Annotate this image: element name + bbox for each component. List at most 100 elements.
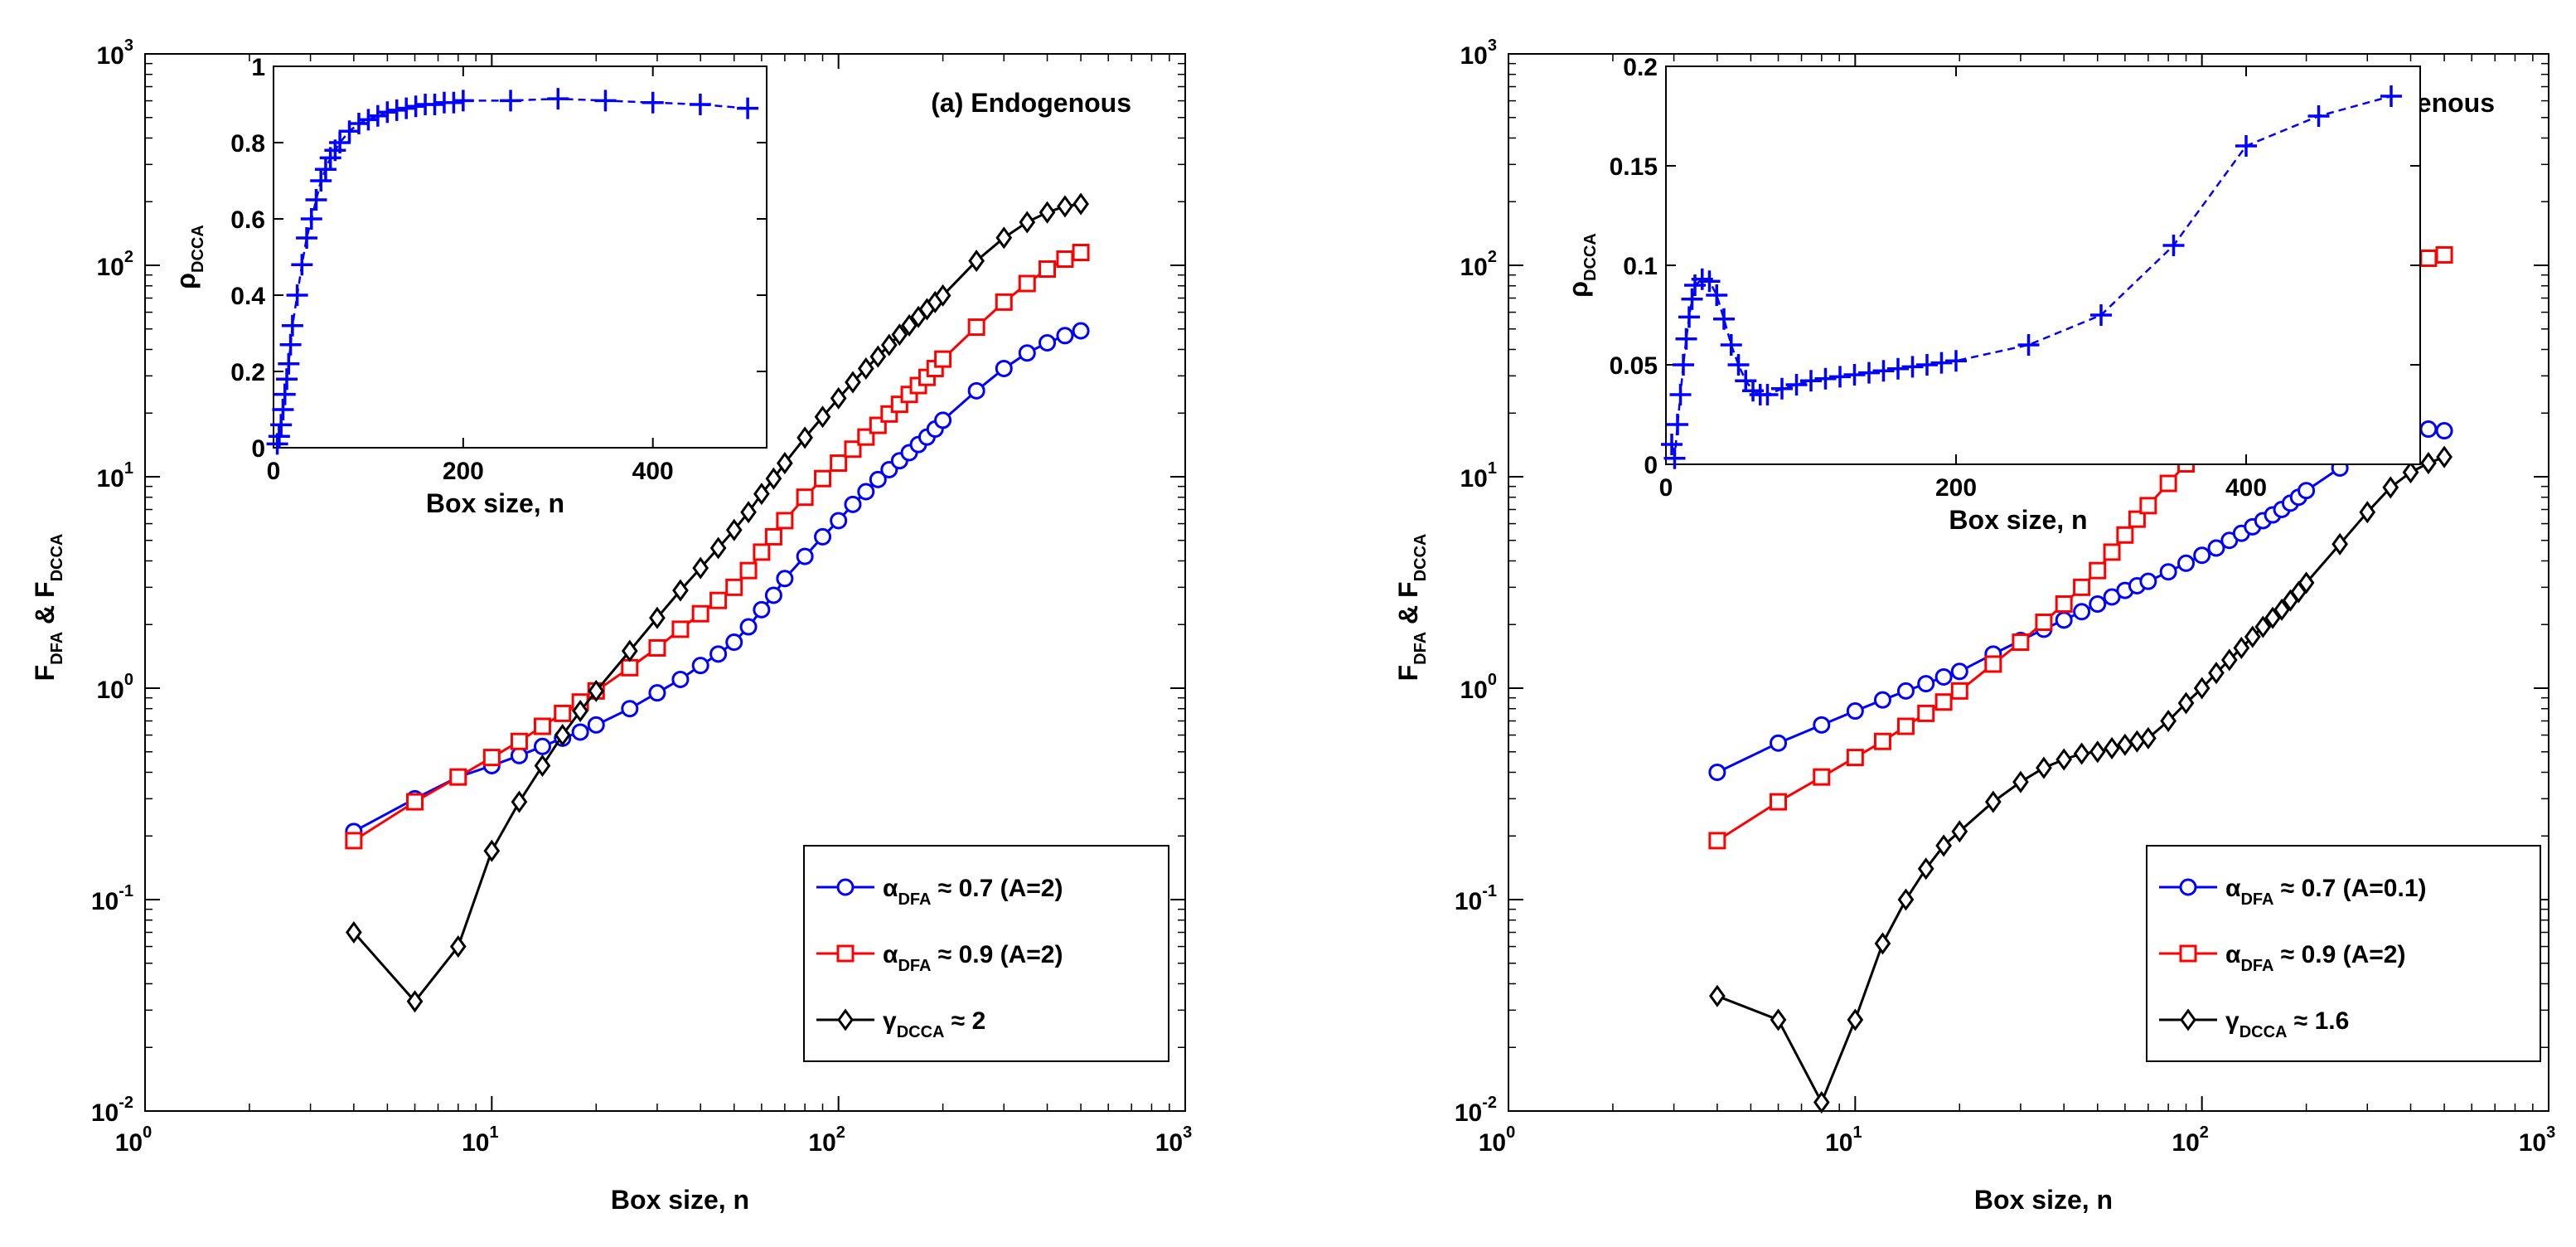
data-point [2382, 476, 2399, 499]
text-part: 10 [1460, 677, 1488, 704]
text-part: ≈ 0.7 (A=2) [931, 875, 1063, 902]
data-point [2055, 595, 2073, 614]
data-point [830, 454, 848, 473]
data-point [1873, 732, 1891, 750]
data-point [1950, 662, 1968, 681]
data-point [869, 345, 887, 368]
inset-area [1665, 66, 2421, 465]
data-point [1073, 192, 1089, 216]
legend-entry: αDFA ≈ 0.9 (A=2) [2225, 941, 2405, 975]
text-part: -1 [119, 882, 133, 900]
text-part: 10 [2172, 1129, 2199, 1157]
x-tick-label: 102 [2172, 1123, 2209, 1157]
data-point [621, 639, 638, 662]
text-part: 10 [2519, 1129, 2546, 1157]
data-point [1917, 704, 1935, 722]
inset-data-point [310, 170, 332, 192]
data-point [671, 620, 690, 638]
x-tick-label: 101 [1825, 1123, 1862, 1157]
legend-entry: αDFA ≈ 0.7 (A=2) [883, 875, 1063, 909]
inset-data-point [500, 90, 522, 112]
text-part: γ [883, 1007, 897, 1035]
text-part: 10 [1460, 42, 1488, 70]
data-point [449, 768, 467, 786]
text-part: 10 [97, 465, 124, 492]
y-tick-label: 102 [1460, 248, 1498, 281]
text-part: α [2225, 941, 2241, 968]
data-point [796, 488, 814, 507]
text-part: 10 [1455, 888, 1482, 915]
inset-y-tick-label: 0.2 [230, 359, 265, 386]
data-point [968, 250, 985, 273]
data-point [588, 679, 605, 702]
inset-data-point [1901, 356, 1924, 378]
data-point [1072, 244, 1090, 262]
data-point [796, 547, 814, 565]
data-point [1874, 932, 1891, 955]
data-point [1934, 667, 1953, 686]
data-point [2073, 603, 2091, 621]
data-point [1056, 327, 1074, 345]
series-square [345, 244, 1090, 850]
data-point [995, 359, 1013, 377]
text-part: 0 [143, 1123, 152, 1142]
data-point [482, 749, 501, 767]
data-point [764, 586, 782, 604]
data-point [753, 600, 771, 619]
data-point [2139, 497, 2157, 515]
data-point [1708, 832, 1726, 850]
data-point [1039, 260, 1057, 279]
inset-data-point [1667, 414, 1688, 435]
inset-x-tick-label: 200 [443, 458, 484, 485]
inset-data-point [366, 104, 389, 127]
inset-data-point [300, 208, 322, 230]
legend-marker [836, 944, 855, 963]
inset-data-point [1669, 384, 1692, 405]
inset-data-point [2307, 105, 2330, 127]
inset-data-point [1706, 284, 1728, 306]
inset-plot: 0 200 400 0 0.2 0.4 0.6 0.8 1 Box size, n ρDCCA [171, 54, 767, 518]
text-part: 1 [1852, 1123, 1862, 1142]
data-point [534, 754, 551, 778]
inset-y-tick-label: 0.2 [1623, 54, 1658, 81]
inset-data-point [276, 368, 298, 391]
inset-data-point [395, 97, 418, 119]
text-part: 10 [1155, 1129, 1183, 1157]
text-part: DFA [898, 890, 931, 909]
data-point [510, 732, 528, 750]
text-part: 10 [1460, 254, 1488, 281]
data-point [967, 381, 985, 400]
x-tick-label: 103 [2519, 1123, 2556, 1157]
data-point [2435, 422, 2453, 440]
legend-entry: αDFA ≈ 0.9 (A=2) [883, 941, 1063, 975]
text-part: 10 [91, 1099, 119, 1127]
y-tick-label: 100 [1460, 671, 1498, 704]
inset-data-point [1843, 364, 1866, 386]
panel-title: (a) Endogenous [931, 88, 1131, 118]
y-tick-label: 101 [97, 459, 134, 492]
data-point [891, 323, 908, 347]
data-point [814, 527, 832, 546]
legend-marker [2179, 944, 2197, 963]
inset-y-axis-label: ρDCCA [171, 225, 207, 289]
data-point [1709, 984, 1726, 1007]
text-part: 10 [97, 254, 124, 281]
data-point [2159, 474, 2177, 492]
x-axis-label: Box size, n [1974, 1185, 2113, 1215]
data-point [2089, 561, 2107, 580]
text-part: 0 [1488, 671, 1497, 689]
data-point [2331, 532, 2348, 556]
text-part: ≈ 2 [944, 1007, 985, 1035]
y-tick-label: 102 [97, 248, 134, 281]
data-point [857, 483, 875, 501]
inset-data-point [737, 97, 759, 119]
data-point [648, 684, 666, 702]
legend-marker [836, 878, 855, 896]
data-point [2089, 595, 2107, 614]
data-point [1846, 749, 1864, 767]
data-point [2435, 245, 2453, 264]
data-point [2089, 740, 2106, 764]
text-part: & [1393, 598, 1423, 632]
data-point [995, 226, 1013, 250]
data-point [2273, 598, 2290, 621]
